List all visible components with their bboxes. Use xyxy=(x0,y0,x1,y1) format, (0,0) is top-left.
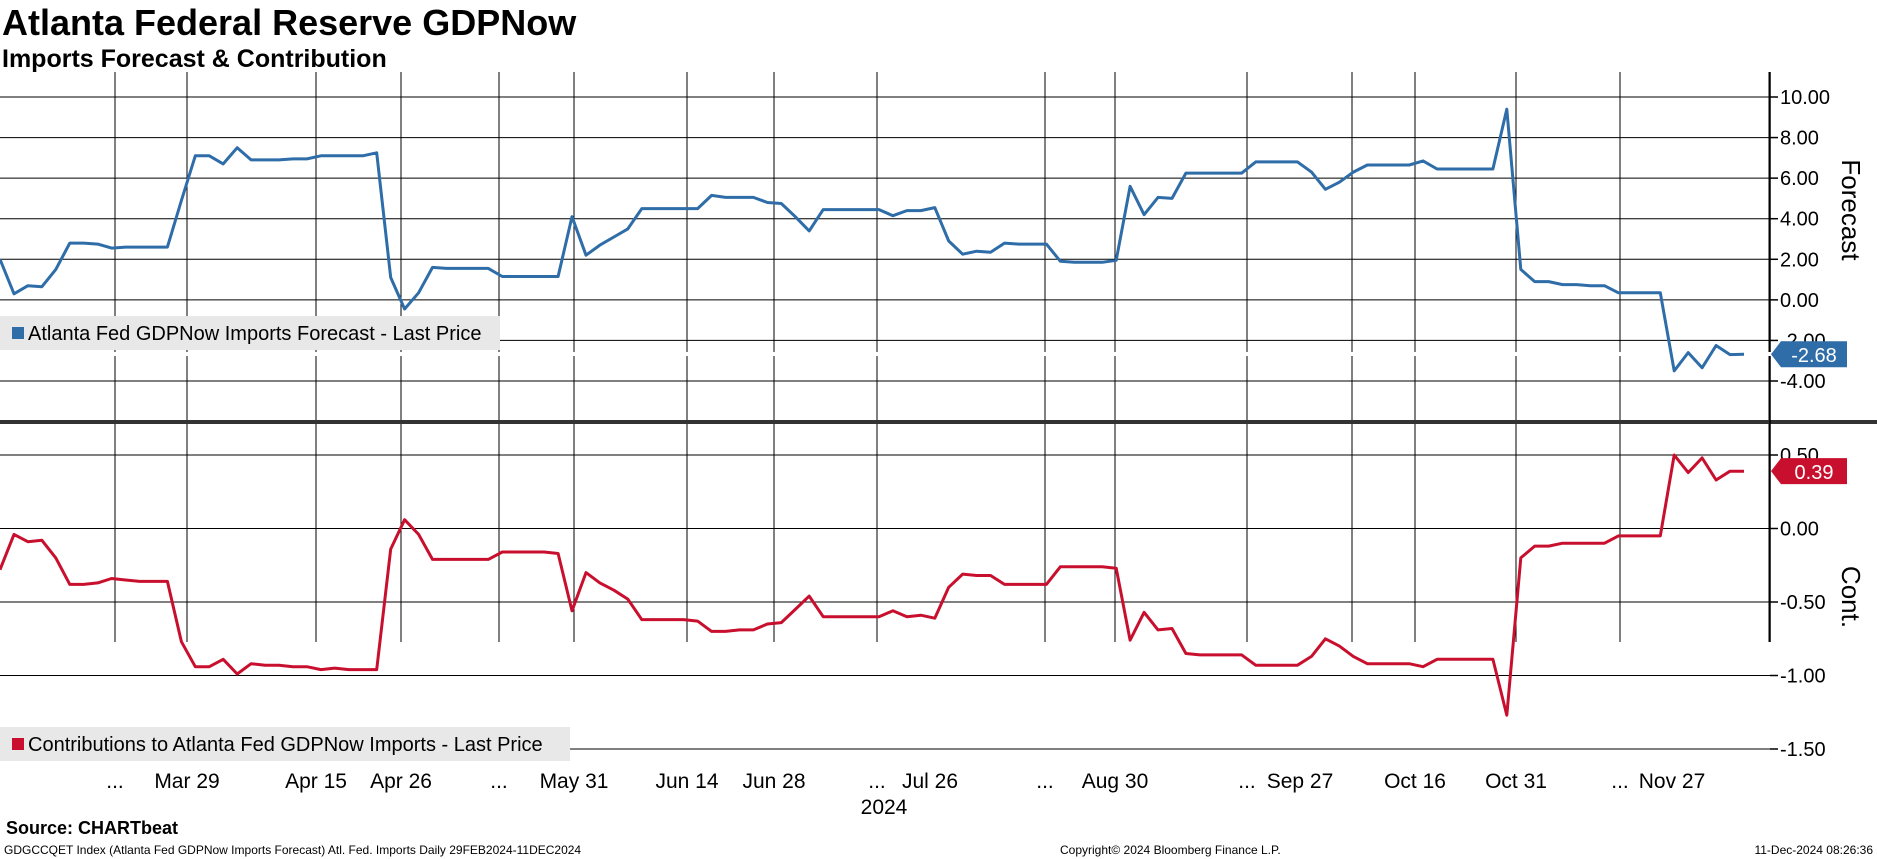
y-tick-label: 0.00 xyxy=(1780,290,1819,312)
x-tick-label: Mar 29 xyxy=(154,770,219,793)
y-tick-label: 2.00 xyxy=(1780,249,1819,271)
x-tick-label: Apr 26 xyxy=(370,770,432,793)
x-tick-label: ... xyxy=(1611,770,1629,793)
last-value-tag: 0.39 xyxy=(1771,458,1847,485)
panel-divider xyxy=(0,420,1877,424)
y-tick-label: -1.00 xyxy=(1780,666,1826,688)
x-tick-label: Sep 27 xyxy=(1267,770,1334,793)
legend-box xyxy=(0,727,570,761)
legend-label: Contributions to Atlanta Fed GDPNow Impo… xyxy=(28,734,543,756)
x-tick-label: Apr 15 xyxy=(285,770,347,793)
series-line xyxy=(0,453,1744,717)
y-tick-label: -4.00 xyxy=(1780,371,1826,393)
x-year-label: 2024 xyxy=(861,796,908,819)
legend: Contributions to Atlanta Fed GDPNow Impo… xyxy=(0,727,570,761)
x-tick-label: ... xyxy=(1036,770,1054,793)
last-value-tag: -2.68 xyxy=(1771,341,1847,368)
legend-swatch xyxy=(12,738,24,750)
last-value-arrow xyxy=(1771,341,1847,368)
last-value-label: 0.39 xyxy=(1795,462,1834,484)
y-tick-label: 0.00 xyxy=(1780,519,1819,541)
x-tick-label: ... xyxy=(868,770,886,793)
last-value-labels: -2.68 0.39 xyxy=(1771,341,1847,485)
x-tick-label: Jun 28 xyxy=(742,770,805,793)
x-tick-label: May 31 xyxy=(540,770,609,793)
last-value-label: -2.68 xyxy=(1791,345,1837,367)
legend-label: Atlanta Fed GDPNow Imports Forecast - La… xyxy=(28,323,482,345)
legend-swatch xyxy=(12,327,24,339)
copyright-note: Copyright© 2024 Bloomberg Finance L.P. xyxy=(1060,843,1281,857)
last-value-arrow xyxy=(1771,458,1847,485)
x-tick-label: Oct 31 xyxy=(1485,770,1547,793)
y-tick-label: 10.00 xyxy=(1780,87,1830,109)
chart-subtitle: Imports Forecast & Contribution xyxy=(2,45,387,73)
x-tick-label: Nov 27 xyxy=(1639,770,1706,793)
x-tick-label: Oct 16 xyxy=(1384,770,1446,793)
ticker-line: GDGCCQET Index (Atlanta Fed GDPNow Impor… xyxy=(4,843,582,857)
legends: Atlanta Fed GDPNow Imports Forecast - La… xyxy=(0,316,570,761)
legend-box xyxy=(0,316,500,350)
x-tick-label: ... xyxy=(106,770,124,793)
series-lines xyxy=(0,107,1745,717)
x-tick-label: Aug 30 xyxy=(1082,770,1149,793)
legend: Atlanta Fed GDPNow Imports Forecast - La… xyxy=(0,316,500,350)
x-tick-label: ... xyxy=(1238,770,1256,793)
y-axis-label: Cont. xyxy=(1836,566,1866,628)
source-note: Source: CHARTbeat xyxy=(6,818,179,838)
panel-divider-bar xyxy=(0,420,1877,424)
y-tick-label: 4.00 xyxy=(1780,209,1819,231)
x-tick-label: ... xyxy=(490,770,508,793)
series-line xyxy=(0,107,1745,373)
y-tick-label: -0.50 xyxy=(1780,592,1826,614)
y-tick-label: 6.00 xyxy=(1780,168,1819,190)
chart-title: Atlanta Federal Reserve GDPNow xyxy=(2,2,577,43)
x-tick-label: Jul 26 xyxy=(902,770,958,793)
timestamp: 11-Dec-2024 08:26:36 xyxy=(1754,843,1873,857)
y-axis-label: Forecast xyxy=(1836,159,1866,261)
y-tick-label: 8.00 xyxy=(1780,128,1819,150)
y-axes: 10.008.006.004.002.000.00-2.00-4.00Forec… xyxy=(1769,72,1866,761)
y-tick-label: -1.50 xyxy=(1780,739,1826,761)
x-axis: ... Mar 29 Apr 15 Apr 26... May 31 Jun 14 Jun … xyxy=(106,770,1705,819)
x-tick-label: Jun 14 xyxy=(655,770,718,793)
grid-lines xyxy=(0,72,1770,750)
